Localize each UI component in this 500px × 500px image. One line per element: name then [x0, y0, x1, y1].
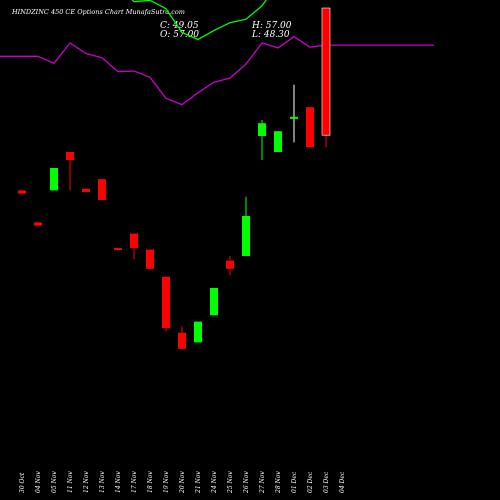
candle [50, 168, 58, 191]
candle-body [162, 276, 170, 328]
candle-body [258, 123, 266, 136]
candle [321, 7, 331, 148]
candle-body [321, 7, 331, 136]
candle-body [130, 233, 138, 248]
x-tick-label: 14 Nov [115, 471, 122, 493]
candle [146, 249, 154, 269]
candle-body [210, 288, 218, 316]
x-tick-label: 01 Dec [291, 471, 298, 493]
candle [130, 233, 138, 260]
candle [290, 84, 298, 143]
x-tick-label: 19 Nov [163, 471, 170, 493]
candle-body [274, 131, 282, 152]
x-tick-label: 25 Nov [227, 471, 234, 494]
candle-body [242, 216, 250, 256]
candle-body [98, 179, 106, 200]
x-tick-label: 13 Nov [99, 471, 106, 493]
x-tick-label: 04 Dec [339, 471, 346, 493]
candle [306, 107, 314, 148]
candles-group [18, 7, 331, 349]
candle [274, 131, 282, 152]
lower-band-line [0, 35, 434, 106]
low-value: L: 48.30 [251, 30, 290, 40]
candle-body [226, 260, 234, 269]
close-value: C: 49.05 [160, 21, 199, 31]
open-value: O: 57.00 [160, 30, 199, 40]
x-tick-label: 26 Nov [243, 471, 250, 494]
candle [226, 256, 234, 276]
x-tick-label: 17 Nov [131, 471, 138, 493]
x-tick-label: 24 Nov [211, 471, 218, 494]
x-tick-label: 05 Nov [51, 471, 58, 493]
candle [162, 276, 170, 332]
candle [242, 196, 250, 256]
candle [34, 222, 42, 226]
upper-band-line [131, 0, 267, 41]
band-lines [0, 0, 434, 106]
candle-body [146, 249, 154, 269]
x-tick-label: 27 Nov [259, 471, 266, 494]
candle-body [306, 107, 314, 148]
candle-body [82, 188, 90, 192]
x-tick-label: 28 Nov [275, 471, 282, 494]
candle [18, 190, 26, 194]
x-tick-label: 21 Nov [195, 471, 202, 494]
x-tick-label: 12 Nov [83, 471, 90, 493]
candle [66, 152, 74, 191]
x-tick-label: 04 Nov [35, 471, 42, 493]
candle [178, 326, 186, 349]
candle-body [194, 321, 202, 343]
x-axis-ticks: 30 Oct 04 Nov 05 Nov 11 Nov 12 Nov 13 Nov 14 N… [19, 471, 346, 494]
candle [194, 321, 202, 343]
x-tick-label: 18 Nov [147, 471, 154, 493]
high-value: H: 57.00 [251, 21, 292, 31]
candle-body [290, 116, 298, 119]
x-tick-label: 30 Oct [19, 472, 26, 493]
candle [258, 120, 266, 160]
candle-body [34, 222, 42, 226]
candle [210, 288, 218, 316]
candle [114, 248, 122, 250]
candle [82, 188, 90, 192]
candle-body [66, 152, 74, 160]
candle-body [18, 190, 26, 194]
x-tick-label: 03 Dec [323, 471, 330, 493]
chart-title: HINDZINC 450 CE Options Chart MunafaSutr… [11, 8, 185, 16]
candle-body [50, 168, 58, 191]
candle [98, 179, 106, 200]
x-tick-label: 11 Nov [67, 471, 74, 493]
candle-body [178, 332, 186, 349]
x-tick-label: 02 Dec [307, 471, 314, 493]
candle-body [114, 248, 122, 250]
x-tick-label: 20 Nov [179, 471, 186, 494]
